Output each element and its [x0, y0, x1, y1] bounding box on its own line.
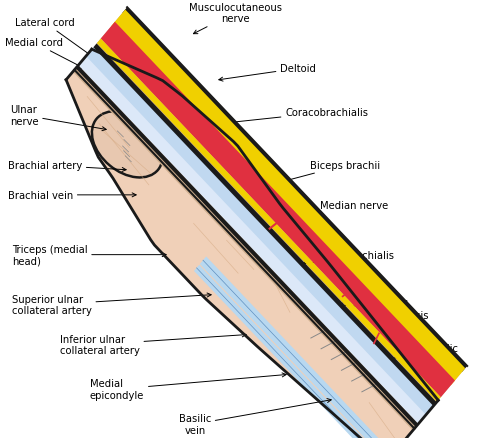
Text: Superior ulnar
collateral artery: Superior ulnar collateral artery	[12, 293, 211, 315]
Polygon shape	[200, 257, 393, 438]
Polygon shape	[194, 265, 386, 438]
Text: Brachial artery: Brachial artery	[8, 161, 126, 172]
Text: Triceps (medial
head): Triceps (medial head)	[12, 244, 166, 266]
Text: Coracobrachialis: Coracobrachialis	[209, 108, 368, 127]
Text: Ulnar
nerve: Ulnar nerve	[10, 105, 106, 131]
Polygon shape	[111, 23, 455, 385]
Polygon shape	[122, 9, 467, 372]
Text: Deltoid: Deltoid	[219, 64, 316, 82]
Text: Medial cord: Medial cord	[5, 38, 84, 69]
Polygon shape	[66, 50, 438, 438]
Text: Inferior ulnar
collateral artery: Inferior ulnar collateral artery	[60, 333, 246, 355]
Polygon shape	[85, 46, 435, 417]
Text: Lateral cord: Lateral cord	[15, 18, 92, 57]
Polygon shape	[73, 8, 468, 431]
Polygon shape	[114, 11, 465, 382]
Text: Biceps brachii: Biceps brachii	[274, 161, 380, 185]
Text: Median nerve: Median nerve	[282, 200, 388, 216]
Polygon shape	[78, 57, 426, 424]
Text: Medial
epicondyle: Medial epicondyle	[90, 373, 286, 400]
Polygon shape	[97, 39, 441, 402]
Text: Brachialis: Brachialis	[302, 250, 394, 266]
Text: Brachial vein: Brachial vein	[8, 191, 136, 201]
Text: Musculocutaneous
nerve: Musculocutaneous nerve	[188, 3, 281, 35]
Text: Cephalic
vein: Cephalic vein	[384, 344, 458, 365]
Polygon shape	[101, 23, 455, 397]
Text: Basilic
vein: Basilic vein	[179, 399, 331, 435]
Ellipse shape	[92, 112, 162, 178]
Text: Bicipital
aponeurosis: Bicipital aponeurosis	[339, 299, 428, 321]
Polygon shape	[94, 44, 437, 406]
Polygon shape	[76, 66, 418, 427]
